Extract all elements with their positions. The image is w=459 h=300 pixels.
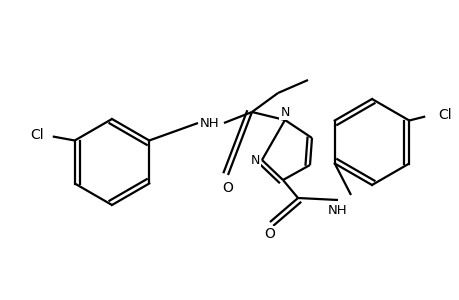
- Text: O: O: [222, 181, 233, 195]
- Text: NH: NH: [327, 203, 347, 217]
- Text: Cl: Cl: [437, 107, 451, 122]
- Text: NH: NH: [200, 116, 219, 130]
- Text: O: O: [264, 227, 275, 241]
- Text: N: N: [250, 154, 259, 166]
- Text: Cl: Cl: [30, 128, 44, 142]
- Text: N: N: [280, 106, 289, 118]
